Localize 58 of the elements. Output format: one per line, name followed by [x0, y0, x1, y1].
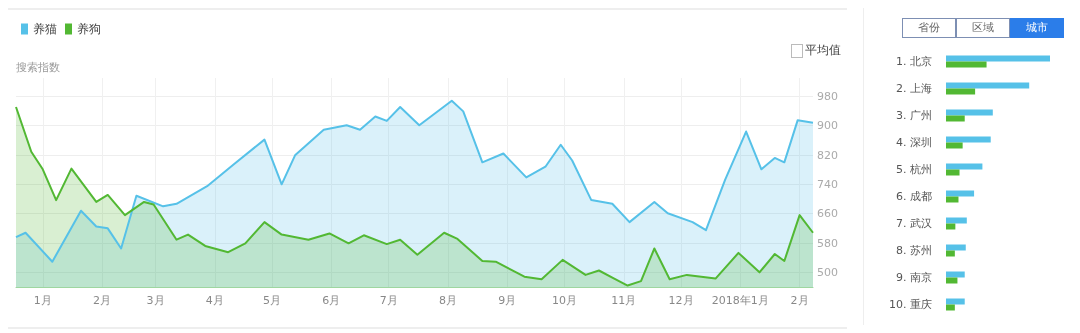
y-tick-label: 740 — [817, 177, 838, 191]
bar — [946, 298, 965, 305]
x-tick-label: 12月 — [668, 294, 694, 307]
x-tick-label: 4月 — [205, 294, 224, 307]
x-tick-label: 1月 — [33, 294, 52, 307]
x-tick-label: 2月 — [790, 294, 809, 307]
bar — [946, 250, 955, 257]
bar — [946, 244, 966, 251]
bar — [946, 55, 1050, 62]
y-tick-label: 3. 广州 — [896, 109, 932, 122]
bar — [946, 190, 975, 197]
legend-label: 养猫 — [33, 22, 57, 36]
y-tick-label: 7. 武汉 — [896, 217, 932, 230]
y-tick-label: 820 — [817, 148, 838, 162]
y-tick-label: 980 — [817, 89, 838, 103]
bar — [946, 223, 956, 230]
bar — [946, 277, 958, 284]
bar — [946, 217, 967, 224]
bar — [946, 271, 965, 278]
bar — [946, 136, 991, 143]
bar — [946, 115, 965, 122]
bar — [946, 88, 976, 95]
x-tick-label: 2018年1月 — [711, 294, 769, 307]
text: 平均值 — [805, 42, 841, 59]
y-tick-label: 10. 重庆 — [889, 298, 932, 311]
bar — [946, 169, 960, 176]
y-tick-label: 1. 北京 — [896, 55, 932, 68]
bar — [946, 304, 955, 311]
bar — [946, 196, 959, 203]
y-tick-label: 5. 杭州 — [896, 163, 932, 176]
text: 城市 — [1010, 18, 1064, 38]
x-tick-label: 6月 — [322, 294, 341, 307]
y-tick-label: 6. 成都 — [896, 190, 932, 203]
y-tick-label: 9. 南京 — [896, 271, 932, 284]
y-tick-label: 2. 上海 — [896, 82, 932, 95]
y-axis-title: 搜索指数 — [16, 61, 60, 74]
legend-label: 养狗 — [77, 22, 101, 36]
y-tick-label: 660 — [817, 207, 838, 221]
x-tick-label: 2月 — [93, 294, 112, 307]
x-tick-label: 3月 — [146, 294, 165, 307]
y-tick-label: 900 — [817, 119, 838, 133]
bar — [946, 109, 993, 116]
y-tick-label: 580 — [817, 236, 838, 250]
x-tick-label: 8月 — [438, 294, 457, 307]
x-tick-label: 5月 — [263, 294, 282, 307]
bar — [946, 61, 987, 68]
bar — [946, 142, 963, 149]
text: 区域 — [956, 18, 1010, 38]
text: 省份 — [902, 18, 956, 38]
x-tick-label: 10月 — [552, 294, 578, 307]
y-tick-label: 8. 苏州 — [896, 244, 932, 257]
bar — [946, 82, 1030, 89]
y-tick-label: 500 — [817, 265, 838, 279]
bar — [946, 163, 983, 170]
x-tick-label: 7月 — [379, 294, 398, 307]
x-tick-label: 9月 — [498, 294, 517, 307]
y-tick-label: 4. 深圳 — [896, 136, 932, 149]
x-tick-label: 11月 — [611, 294, 637, 307]
